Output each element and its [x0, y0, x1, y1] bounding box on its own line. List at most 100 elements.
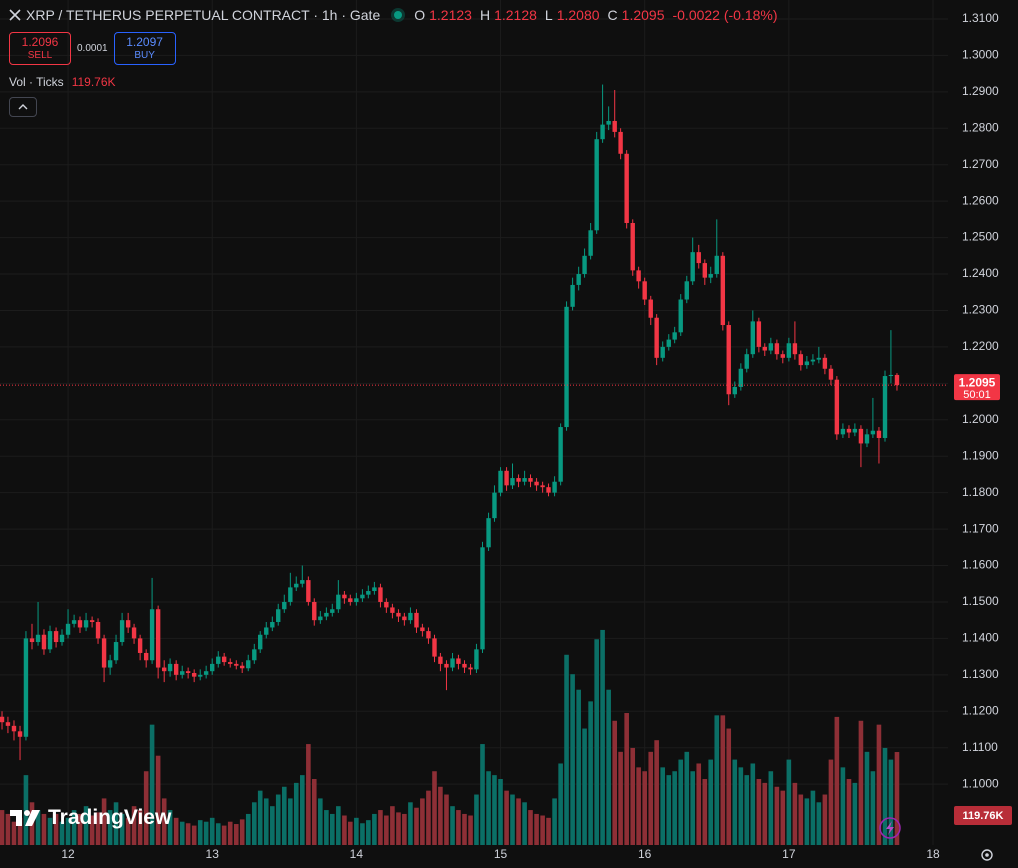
volume-bar: [546, 817, 551, 845]
volume-bar: [864, 751, 870, 845]
candle-body: [534, 481, 539, 486]
y-tick-label: 1.3000: [962, 48, 999, 62]
candle-body: [882, 376, 888, 438]
volume-bar: [474, 794, 479, 845]
volume-bar: [137, 810, 143, 845]
candle-body: [276, 609, 281, 622]
candle-body: [408, 612, 413, 621]
candle-body: [618, 131, 623, 154]
volume-bar: [600, 629, 605, 845]
volume-bar: [329, 813, 335, 845]
volume-tag: [954, 806, 1012, 825]
x-tick-label: 14: [350, 847, 364, 861]
volume-bar: [810, 790, 816, 845]
candle-body: [59, 634, 65, 643]
volume-bar: [456, 810, 461, 845]
candle-body: [191, 673, 197, 677]
candle-body: [95, 621, 101, 639]
candle-body: [852, 428, 858, 433]
volume-bar: [504, 790, 509, 845]
sell-button[interactable]: 1.2096 SELL: [9, 32, 71, 65]
volume-bar: [155, 755, 161, 845]
volume-bar: [834, 716, 840, 845]
volume-bar: [366, 820, 371, 845]
candle-body: [29, 638, 35, 643]
alert-icon[interactable]: [879, 817, 901, 839]
buy-label: BUY: [134, 49, 155, 61]
candle-body: [702, 263, 708, 278]
volume-bar: [840, 767, 846, 845]
logo: TradingView: [10, 806, 171, 830]
volume-bar: [342, 815, 347, 845]
candle-body: [516, 478, 521, 482]
volume-bar: [149, 724, 155, 845]
spread: 0.0001: [77, 43, 108, 54]
candle-body: [0, 716, 5, 723]
candle-body: [390, 607, 395, 613]
y-tick-label: 1.2000: [962, 412, 999, 426]
volume-bar: [161, 798, 167, 845]
candle-body: [642, 281, 647, 300]
volume-title: Vol · Ticks: [9, 75, 64, 89]
y-tick-label: 1.1100: [962, 740, 998, 754]
candle-body: [792, 343, 798, 355]
volume-bar: [23, 775, 29, 845]
volume-bar: [179, 821, 185, 845]
x-tick-label: 16: [638, 847, 652, 861]
candle-body: [552, 481, 557, 493]
volume-bar: [71, 810, 77, 845]
volume-bar: [11, 821, 17, 845]
candle-body: [210, 663, 215, 672]
volume-bar: [239, 819, 245, 845]
candle-body: [612, 120, 617, 132]
candle-body: [864, 434, 870, 444]
candle-body: [173, 663, 179, 675]
volume-bar: [59, 821, 65, 845]
volume-bar: [708, 759, 714, 845]
buy-button[interactable]: 1.2097 BUY: [113, 32, 176, 65]
candle-body: [648, 299, 653, 318]
y-tick-label: 1.1400: [962, 631, 999, 645]
volume-bar: [311, 779, 317, 845]
volume-bar: [678, 759, 684, 845]
candle-body: [372, 587, 377, 592]
candle-body: [684, 281, 689, 300]
candle-body: [798, 354, 804, 366]
volume-bar: [185, 823, 191, 845]
candle-body: [306, 580, 311, 602]
volume-bar: [420, 798, 425, 845]
y-tick-label: 1.2400: [962, 266, 999, 280]
volume-bar: [281, 786, 287, 845]
candle-body: [780, 354, 785, 358]
close-icon[interactable]: [8, 8, 22, 22]
volume-bar: [300, 775, 305, 845]
candle-body: [744, 354, 749, 369]
candle-body: [870, 430, 876, 435]
collapse-button[interactable]: [9, 97, 37, 117]
volume-bar: [101, 798, 107, 845]
x-tick-label: 15: [494, 847, 508, 861]
volume-bar: [762, 782, 768, 845]
volume-bar: [888, 759, 894, 845]
candle-body: [185, 671, 191, 674]
ohlc-label: L: [544, 7, 553, 23]
volume-bar: [227, 821, 233, 845]
candle-body: [41, 634, 47, 650]
chart-header: XRP / TETHERUS PERPETUAL CONTRACT · 1h ·…: [8, 7, 782, 23]
volume-bar: [462, 813, 467, 845]
candle-body: [101, 638, 107, 668]
volume-bar: [498, 779, 503, 845]
volume-bar: [606, 689, 611, 845]
candle-body: [264, 627, 269, 635]
candle-body: [342, 594, 347, 599]
candle-body: [690, 252, 695, 282]
candle-body: [750, 321, 756, 355]
settings-icon[interactable]: [981, 849, 993, 861]
volume-bar: [552, 798, 557, 845]
candle-body: [774, 343, 780, 355]
candle-body: [810, 359, 816, 362]
candle-body: [804, 361, 810, 366]
candle-body: [221, 656, 227, 663]
